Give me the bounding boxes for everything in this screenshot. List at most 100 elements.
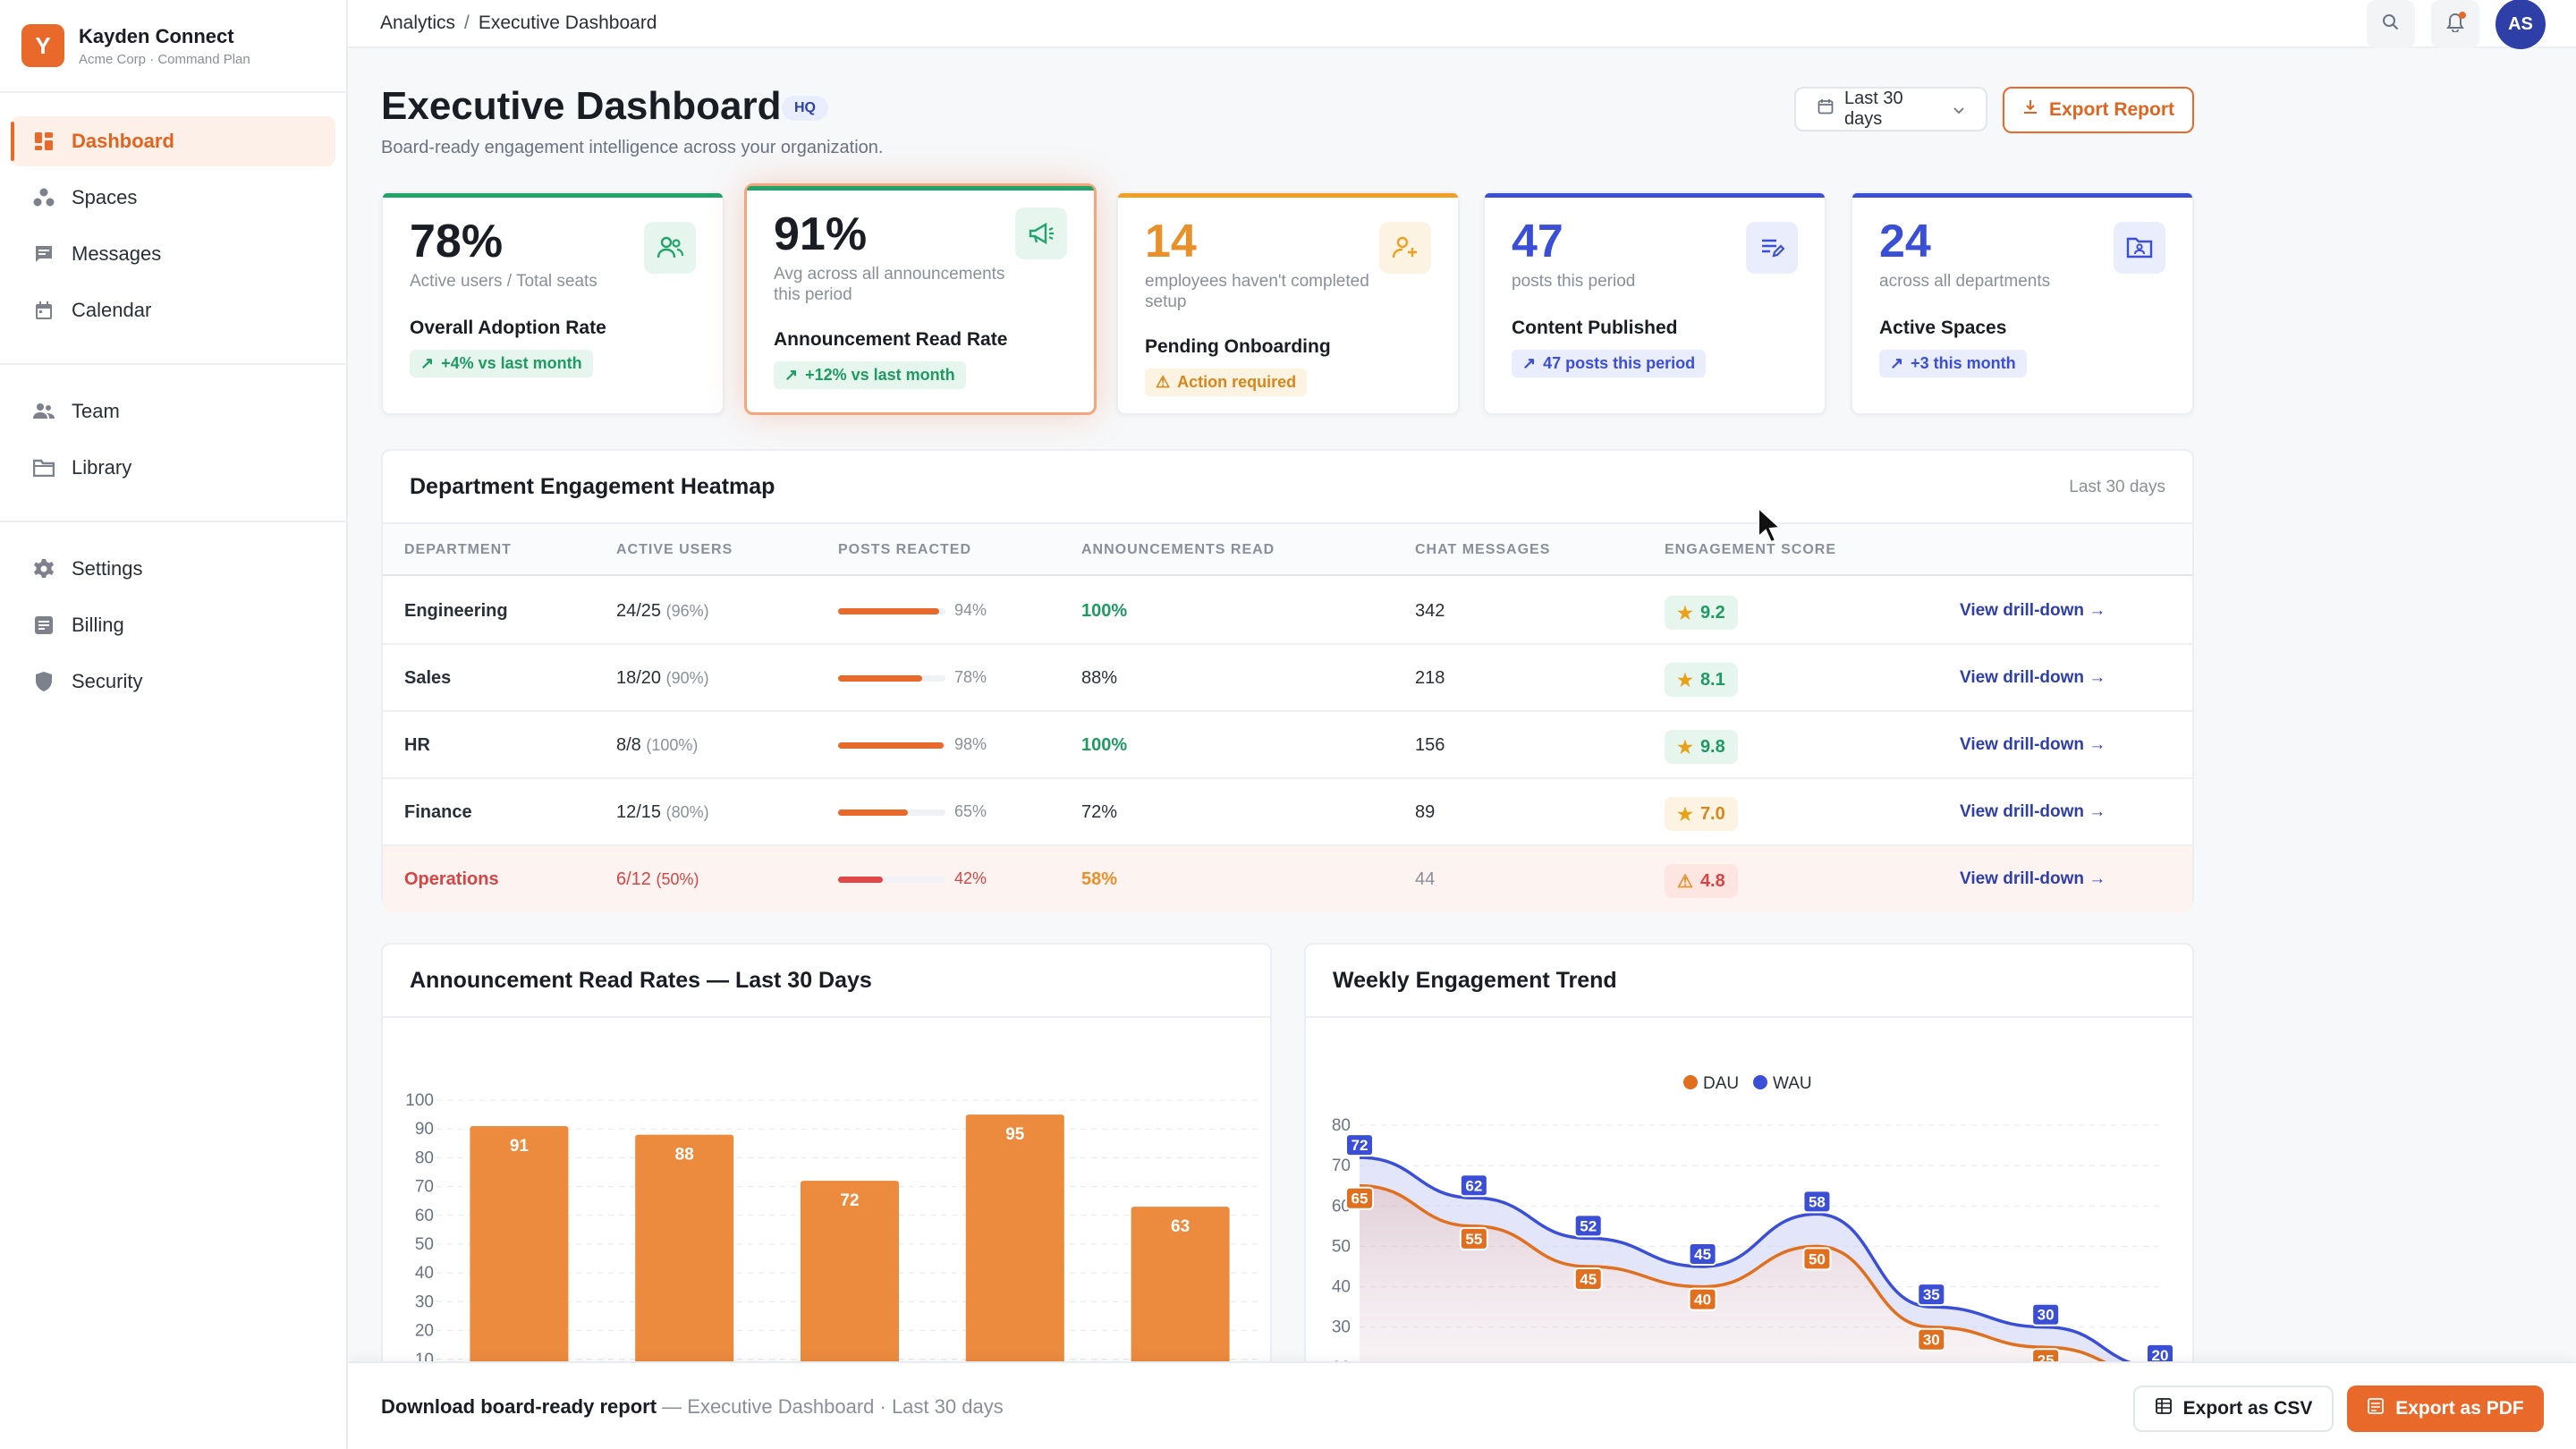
y-tick-label: 20 bbox=[415, 1322, 434, 1341]
table-row[interactable]: HR 8/8 (100%) 98% 100% 156 ★ 9.8 View dri… bbox=[383, 712, 2192, 779]
active-users: 18/20 (90%) bbox=[616, 668, 709, 688]
bar-value-label: 63 bbox=[1171, 1217, 1190, 1236]
wau-point-label: 72 bbox=[1345, 1133, 1374, 1157]
date-range-select[interactable]: Last 30 days bbox=[1794, 87, 1987, 131]
column-header[interactable]: POSTS REACTED bbox=[838, 542, 972, 557]
sidebar: Y Kayden Connect Acme Corp · Command Pla… bbox=[0, 0, 348, 1449]
svg-text:52: 52 bbox=[1580, 1217, 1597, 1234]
spaces-icon bbox=[32, 186, 55, 209]
export-pdf-button[interactable]: Export as PDF bbox=[2347, 1385, 2544, 1432]
sidebar-item-security[interactable]: Security bbox=[11, 657, 335, 707]
download-icon bbox=[2022, 99, 2038, 121]
sidebar-item-spaces[interactable]: Spaces bbox=[11, 173, 335, 223]
user-plus-icon bbox=[1379, 222, 1431, 274]
active-users: 8/8 (100%) bbox=[616, 735, 699, 755]
breadcrumb-current: Executive Dashboard bbox=[478, 13, 657, 33]
warning-icon: ⚠ bbox=[1677, 871, 1693, 892]
kpi-value: 14 bbox=[1145, 216, 1197, 267]
posts-reacted-fill bbox=[838, 608, 939, 614]
department-name: HR bbox=[404, 735, 430, 755]
kpi-card-onboarding[interactable]: 14 employees haven't completed setup Pen… bbox=[1116, 191, 1460, 415]
export-report-button[interactable]: Export Report bbox=[2003, 87, 2194, 133]
svg-text:65: 65 bbox=[1352, 1191, 1368, 1208]
table-row[interactable]: Engineering 24/25 (96%) 94% 100% 342 ★ 9.… bbox=[383, 578, 2192, 645]
search-button[interactable] bbox=[2367, 0, 2415, 48]
sidebar-item-settings[interactable]: Settings bbox=[11, 544, 335, 594]
calendar-icon bbox=[1818, 98, 1834, 120]
table-row[interactable]: Operations 6/12 (50%) 42% 58% 44 ⚠ 4.8 Vi… bbox=[383, 846, 2192, 913]
divider bbox=[383, 1016, 1270, 1018]
legend-label[interactable]: DAU bbox=[1703, 1074, 1739, 1093]
wau-line[interactable] bbox=[1359, 1156, 2161, 1369]
bar-chart-svg: 01020304050607080901009188729563 bbox=[405, 1091, 1263, 1408]
column-header[interactable]: ENGAGEMENT SCORE bbox=[1665, 542, 1837, 557]
bar[interactable] bbox=[801, 1181, 899, 1388]
y-tick-label: 50 bbox=[1332, 1237, 1351, 1256]
y-tick-label: 100 bbox=[405, 1091, 434, 1110]
view-drill-down-link[interactable]: View drill-down → bbox=[1960, 668, 2106, 687]
column-header[interactable]: ANNOUNCEMENTS READ bbox=[1081, 542, 1275, 557]
svg-text:58: 58 bbox=[1809, 1193, 1826, 1210]
posts-reacted-bar bbox=[838, 877, 945, 883]
sidebar-item-dashboard[interactable]: Dashboard bbox=[11, 116, 335, 166]
dau-point-label: 50 bbox=[1802, 1247, 1832, 1271]
view-drill-down-link[interactable]: View drill-down → bbox=[1960, 601, 2106, 620]
sidebar-item-team[interactable]: Team bbox=[11, 386, 335, 436]
table-row[interactable]: Sales 18/20 (90%) 78% 88% 218 ★ 8.1 View … bbox=[383, 645, 2192, 712]
footer-text: Download board-ready report — Executive … bbox=[381, 1395, 1004, 1419]
wau-point-label: 30 bbox=[2031, 1302, 2061, 1326]
kpi-warning-text: Action required bbox=[1177, 372, 1297, 391]
engagement-score-badge: ★ 9.8 bbox=[1665, 730, 1738, 764]
column-header[interactable]: DEPARTMENT bbox=[404, 542, 512, 557]
table-row[interactable]: Finance 12/15 (80%) 65% 72% 89 ★ 7.0 View… bbox=[383, 779, 2192, 846]
posts-reacted-value: 98% bbox=[954, 735, 987, 753]
export-report-label: Export Report bbox=[2048, 99, 2174, 120]
sidebar-item-calendar[interactable]: Calendar bbox=[11, 285, 335, 335]
announcements-read: 88% bbox=[1081, 668, 1118, 688]
bar[interactable] bbox=[470, 1125, 569, 1388]
export-pdf-label: Export as PDF bbox=[2395, 1398, 2524, 1419]
legend-label[interactable]: WAU bbox=[1773, 1074, 1812, 1093]
sidebar-item-label: Spaces bbox=[72, 186, 138, 208]
svg-text:40: 40 bbox=[1694, 1292, 1711, 1309]
bar-value-label: 88 bbox=[675, 1146, 694, 1165]
column-header[interactable]: ACTIVE USERS bbox=[616, 542, 733, 557]
sidebar-item-billing[interactable]: Billing bbox=[11, 600, 335, 650]
brand[interactable]: Y Kayden Connect Acme Corp · Command Pla… bbox=[0, 0, 346, 93]
chat-messages: 156 bbox=[1415, 735, 1445, 755]
bar[interactable] bbox=[965, 1114, 1064, 1388]
bar[interactable] bbox=[1131, 1207, 1230, 1388]
kpi-value: 47 bbox=[1512, 216, 1563, 267]
dau-line[interactable] bbox=[1359, 1183, 2161, 1377]
bar[interactable] bbox=[635, 1134, 734, 1388]
posts-reacted-bar bbox=[838, 608, 945, 614]
kpi-card-adoption[interactable]: 78% Active users / Total seats Overall A… bbox=[381, 191, 724, 415]
kpi-card-content[interactable]: 47 posts this period Content Published ↗… bbox=[1483, 191, 1826, 415]
kpi-trend-text: +3 this month bbox=[1911, 353, 2016, 372]
engagement-score-badge: ★ 7.0 bbox=[1665, 797, 1738, 831]
export-csv-button[interactable]: Export as CSV bbox=[2133, 1385, 2334, 1432]
sidebar-item-label: Library bbox=[72, 456, 132, 479]
svg-text:45: 45 bbox=[1580, 1271, 1597, 1288]
sidebar-item-label: Dashboard bbox=[72, 130, 174, 152]
warning-icon: ⚠ bbox=[1156, 372, 1171, 391]
sidebar-item-label: Messages bbox=[72, 242, 162, 265]
bar-value-label: 72 bbox=[840, 1191, 859, 1210]
notifications-button[interactable] bbox=[2431, 0, 2479, 48]
breadcrumb-analytics[interactable]: Analytics bbox=[380, 13, 456, 33]
breadcrumb: Analytics / Executive Dashboard bbox=[380, 13, 657, 34]
svg-text:62: 62 bbox=[1465, 1177, 1482, 1194]
sidebar-item-label: Billing bbox=[72, 614, 124, 636]
kpi-card-read-rate[interactable]: 91% Avg across all announcements this pe… bbox=[744, 183, 1097, 415]
column-header[interactable]: CHAT MESSAGES bbox=[1415, 542, 1551, 557]
sidebar-item-library[interactable]: Library bbox=[11, 443, 335, 493]
view-drill-down-link[interactable]: View drill-down → bbox=[1960, 802, 2106, 821]
export-csv-label: Export as CSV bbox=[2182, 1398, 2313, 1419]
nav-group-admin: Settings Billing Security bbox=[0, 522, 346, 734]
view-drill-down-link[interactable]: View drill-down → bbox=[1960, 869, 2106, 888]
sidebar-item-messages[interactable]: Messages bbox=[11, 229, 335, 279]
kpi-card-spaces[interactable]: 24 across all departments Active Spaces … bbox=[1851, 191, 2194, 415]
view-drill-down-link[interactable]: View drill-down → bbox=[1960, 735, 2106, 754]
active-users-pct: (80%) bbox=[665, 803, 709, 821]
avatar[interactable]: AS bbox=[2496, 0, 2546, 49]
